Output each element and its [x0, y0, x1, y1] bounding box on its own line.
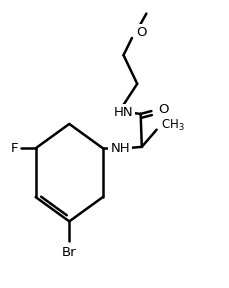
Text: CH$_3$: CH$_3$: [160, 118, 183, 133]
Text: O: O: [158, 103, 168, 116]
Text: Br: Br: [62, 247, 76, 259]
Text: F: F: [11, 142, 18, 155]
Text: HN: HN: [113, 106, 133, 119]
Text: NH: NH: [110, 142, 129, 155]
Text: O: O: [136, 26, 146, 39]
